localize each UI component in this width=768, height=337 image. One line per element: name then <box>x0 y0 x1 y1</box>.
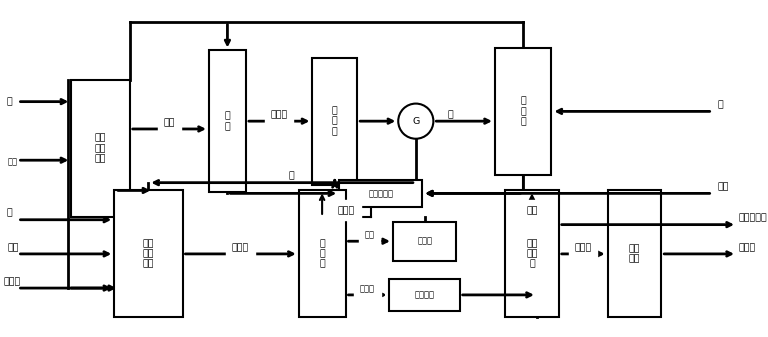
Text: 锅
炉: 锅 炉 <box>224 112 230 131</box>
Text: 氧气: 氧气 <box>8 243 19 252</box>
Text: 粗甲醇: 粗甲醇 <box>574 243 592 252</box>
Bar <box>495 48 551 175</box>
Text: 甲醇
合成
器: 甲醇 合成 器 <box>526 239 538 269</box>
Text: 制
氢
站: 制 氢 站 <box>520 96 526 126</box>
Bar <box>505 190 559 317</box>
Circle shape <box>399 103 433 139</box>
Text: 水蒸汽: 水蒸汽 <box>338 206 355 215</box>
Text: 电: 电 <box>448 110 454 119</box>
Text: 煤粉: 煤粉 <box>164 118 175 127</box>
Text: 等离
子气
化炉: 等离 子气 化炉 <box>143 239 154 269</box>
Text: 给水: 给水 <box>717 182 729 191</box>
Text: 煤: 煤 <box>7 97 12 106</box>
Text: 精馏
系统: 精馏 系统 <box>629 244 641 264</box>
Text: 煤: 煤 <box>7 209 12 218</box>
Bar <box>393 222 456 261</box>
Bar <box>389 279 460 310</box>
Bar <box>339 180 422 207</box>
Bar <box>209 51 246 192</box>
Text: 水: 水 <box>717 100 723 110</box>
Text: 精甲醇: 精甲醇 <box>739 243 756 252</box>
Text: 合成气: 合成气 <box>360 284 375 293</box>
Text: 黑水: 黑水 <box>364 230 374 239</box>
Text: 闪蒸罐: 闪蒸罐 <box>417 237 432 246</box>
Text: 电: 电 <box>289 172 295 181</box>
Bar <box>71 80 130 217</box>
Text: G: G <box>412 117 419 126</box>
Text: 给水加热器: 给水加热器 <box>368 189 393 198</box>
Bar <box>299 190 346 317</box>
Bar <box>313 58 357 185</box>
Bar <box>607 190 661 317</box>
Bar <box>114 190 183 317</box>
Text: 氢气: 氢气 <box>527 206 538 215</box>
Text: 合成气: 合成气 <box>232 243 250 252</box>
Text: 气体净化: 气体净化 <box>415 290 435 299</box>
Text: 汽
轮
机: 汽 轮 机 <box>332 106 338 136</box>
Text: 水蒸气: 水蒸气 <box>4 277 22 286</box>
Text: 中储
制粉
系统: 中储 制粉 系统 <box>94 133 106 163</box>
Text: 水蒸气: 水蒸气 <box>270 110 288 119</box>
Text: 激
冷
室: 激 冷 室 <box>319 239 325 269</box>
Text: 未反应气体: 未反应气体 <box>739 214 768 223</box>
Text: 煤渣: 煤渣 <box>8 158 18 167</box>
